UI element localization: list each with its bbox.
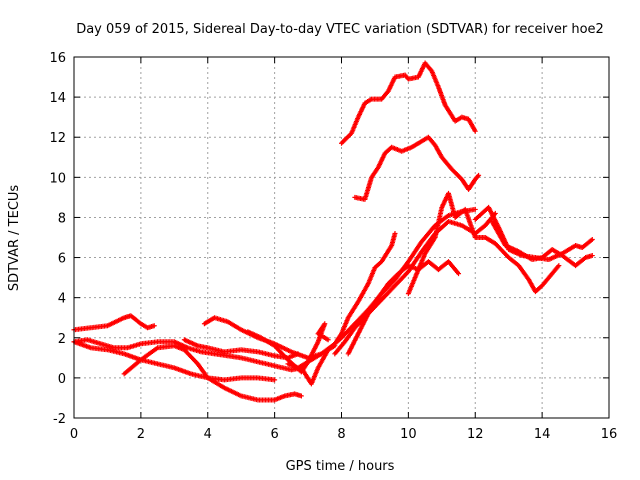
data-point bbox=[492, 210, 498, 216]
y-tick-label: 6 bbox=[58, 252, 66, 267]
y-tick-label: 16 bbox=[49, 51, 66, 66]
y-tick-label: 2 bbox=[58, 332, 66, 347]
y-tick-label: 10 bbox=[49, 171, 66, 186]
data-point bbox=[151, 323, 157, 329]
y-tick-label: -2 bbox=[53, 412, 66, 427]
x-tick-label: 0 bbox=[70, 427, 78, 442]
x-tick-label: 2 bbox=[137, 427, 145, 442]
x-tick-label: 12 bbox=[467, 427, 484, 442]
series-2 bbox=[71, 337, 304, 373]
series-16 bbox=[352, 134, 482, 202]
data-point bbox=[589, 237, 595, 243]
data-point bbox=[589, 253, 595, 259]
series-9 bbox=[298, 206, 478, 387]
x-tick-label: 16 bbox=[601, 427, 618, 442]
chart-title: Day 059 of 2015, Sidereal Day-to-day VTE… bbox=[76, 22, 604, 37]
y-tick-label: 0 bbox=[58, 372, 66, 387]
data-point bbox=[325, 337, 331, 343]
data-point bbox=[298, 393, 304, 399]
data-point bbox=[476, 172, 482, 178]
series-14 bbox=[489, 218, 595, 269]
x-tick-label: 8 bbox=[337, 427, 345, 442]
y-tick-label: 12 bbox=[49, 131, 66, 146]
x-tick-label: 10 bbox=[400, 427, 417, 442]
series-4 bbox=[121, 343, 304, 403]
data-point bbox=[472, 128, 478, 134]
x-tick-label: 4 bbox=[204, 427, 212, 442]
y-tick-label: 4 bbox=[58, 292, 66, 307]
data-point bbox=[475, 173, 481, 179]
data-point bbox=[456, 271, 462, 277]
x-tick-label: 14 bbox=[534, 427, 551, 442]
x-axis-label: GPS time / hours bbox=[286, 459, 395, 474]
series-12 bbox=[405, 190, 562, 297]
series-13 bbox=[472, 204, 595, 263]
y-tick-label: 14 bbox=[49, 91, 66, 106]
x-tick-label: 6 bbox=[270, 427, 278, 442]
series-1 bbox=[71, 313, 157, 333]
data-marks bbox=[71, 60, 595, 403]
y-axis-label: SDTVAR / TECUs bbox=[7, 185, 22, 292]
y-tick-label: 8 bbox=[58, 211, 66, 226]
data-point bbox=[472, 206, 478, 212]
axis-ticks: 0 2 4 6 8 10 12 14 16 -2 0 2 4 6 8 10 12 14 16 bbox=[49, 51, 617, 442]
series-15 bbox=[339, 60, 478, 146]
data-point bbox=[272, 377, 278, 383]
series-11 bbox=[345, 259, 462, 357]
data-point bbox=[556, 263, 562, 269]
data-point bbox=[392, 230, 398, 236]
